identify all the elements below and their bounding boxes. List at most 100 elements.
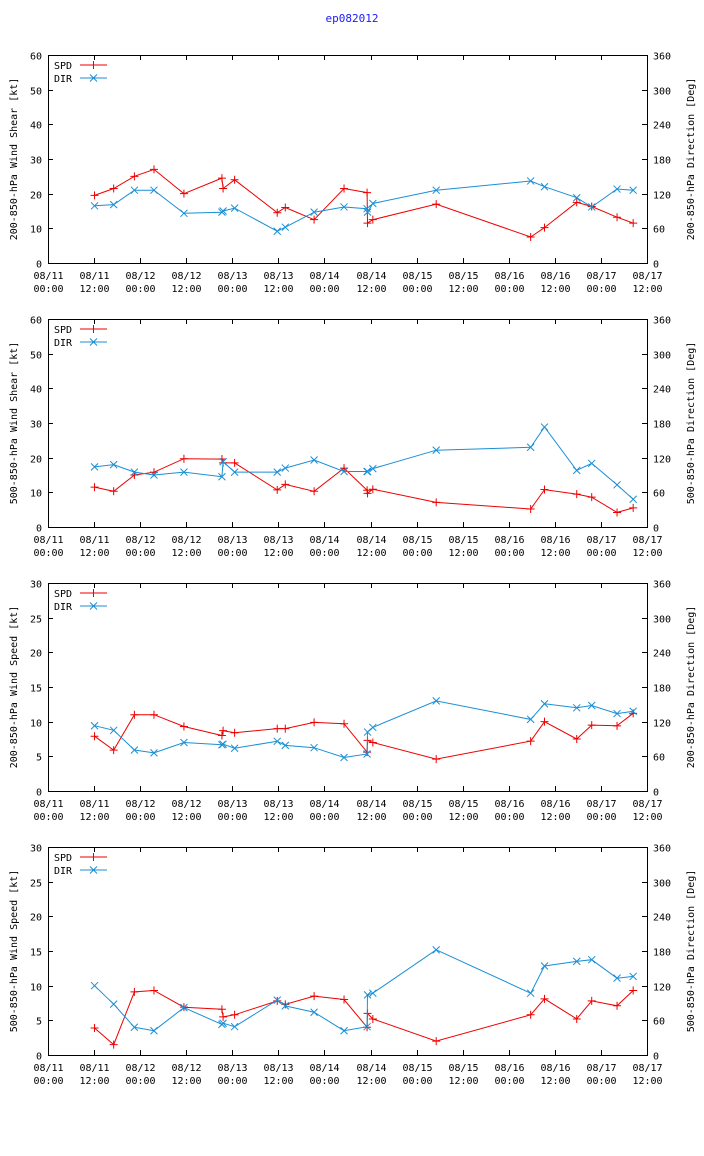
y-tick-label: 0 (36, 524, 42, 535)
legend-marker-spd (89, 61, 98, 69)
data-point-spd (613, 508, 622, 517)
data-point-dir (150, 1026, 158, 1035)
data-point-spd (217, 1005, 226, 1014)
y2-tick-label: 300 (653, 87, 671, 98)
y2-tick-label: 180 (653, 684, 671, 695)
data-point-spd (281, 203, 290, 212)
legend-label-dir: DIR (54, 74, 73, 85)
x-tick-label-date: 08/11 (33, 271, 63, 282)
data-point-spd (109, 487, 118, 496)
x-tick-label-time: 00:00 (402, 548, 432, 559)
x-tick-label-date: 08/17 (632, 799, 662, 810)
x-tick-label-date: 08/12 (125, 799, 155, 810)
y2-tick-label: 180 (653, 156, 671, 167)
data-point-dir (150, 186, 158, 195)
y2-axis-label: 200-850-hPa Direction [Deg] (686, 78, 697, 241)
y2-tick-label: 60 (653, 225, 665, 236)
x-tick-label-time: 00:00 (586, 548, 616, 559)
x-tick-label-date: 08/11 (33, 535, 63, 546)
x-tick-label-time: 12:00 (263, 1076, 293, 1087)
x-tick-label-time: 12:00 (540, 812, 570, 823)
data-point-dir (310, 456, 318, 464)
y-tick-label: 5 (36, 1017, 42, 1028)
y-tick-label: 30 (30, 580, 42, 591)
data-point-spd (526, 1010, 535, 1019)
data-point-dir (629, 186, 638, 195)
data-point-dir (540, 423, 549, 431)
y2-tick-label: 120 (653, 719, 671, 730)
y-tick-label: 10 (30, 719, 42, 730)
data-point-dir (540, 962, 549, 970)
data-point-dir (432, 446, 441, 455)
y2-tick-label: 240 (653, 385, 671, 396)
legend-marker-spd (89, 589, 98, 597)
series-line-dir (94, 949, 634, 1032)
data-point-spd (281, 724, 290, 733)
data-point-dir (130, 468, 139, 476)
data-point-spd (310, 215, 319, 224)
series-line-spd (94, 168, 634, 238)
data-point-dir (150, 471, 158, 479)
data-point-spd (179, 454, 188, 463)
legend-marker-dir (89, 866, 98, 874)
x-tick-label-date: 08/14 (356, 1063, 386, 1074)
data-point-spd (310, 992, 319, 1001)
y-tick-label: 50 (30, 351, 42, 362)
data-point-spd (230, 1010, 239, 1019)
series-line-dir (94, 700, 634, 759)
x-tick-label-date: 08/13 (217, 1063, 247, 1074)
y2-tick-label: 300 (653, 615, 671, 626)
data-point-spd (90, 1023, 99, 1032)
data-point-spd (587, 996, 596, 1005)
x-tick-label-date: 08/17 (586, 799, 616, 810)
data-point-dir (219, 740, 227, 749)
data-point-spd (130, 172, 139, 181)
x-tick-label-time: 12:00 (79, 548, 109, 559)
series-line-spd (94, 989, 634, 1046)
data-point-spd (90, 191, 99, 200)
data-point-spd (540, 994, 549, 1003)
chart-panel-2: 0 10 20 30 40 50 60 0 60 120 180 240 300 360 08/11 00:0… (9, 316, 697, 560)
x-tick-label-time: 00:00 (586, 812, 616, 823)
series-line-dir (94, 180, 634, 232)
data-point-dir (629, 972, 638, 981)
y2-axis-label: 200-850-hPa Direction [Deg] (686, 606, 697, 769)
plot-frame (48, 319, 648, 528)
data-point-dir (150, 749, 158, 757)
legend-marker-spd (89, 325, 98, 333)
x-tick-label-date: 08/17 (632, 535, 662, 546)
page-title: ep082012 (325, 12, 379, 25)
data-point-dir (109, 1000, 118, 1009)
data-point-dir (90, 463, 99, 471)
series-line-spd (94, 712, 634, 760)
y2-tick-label: 120 (653, 455, 671, 466)
data-point-dir (281, 741, 290, 750)
data-point-dir (273, 468, 282, 476)
x-tick-label-date: 08/16 (494, 799, 524, 810)
chart-panel-3: 05101520253006012018024030036008/1100:00… (9, 580, 697, 824)
data-point-dir (109, 460, 118, 469)
y-tick-label: 50 (30, 87, 42, 98)
x-tick-label-time: 00:00 (309, 812, 339, 823)
data-point-dir (130, 1023, 139, 1032)
x-tick-label-time: 00:00 (402, 284, 432, 295)
data-point-spd (273, 724, 282, 733)
data-point-spd (540, 485, 549, 494)
data-point-dir (219, 1019, 227, 1028)
data-point-dir (368, 464, 377, 473)
data-point-dir (368, 199, 377, 208)
y-tick-label: 10 (30, 225, 42, 236)
x-tick-label-date: 08/14 (309, 271, 339, 282)
data-point-dir (281, 1002, 290, 1010)
x-tick-label-date: 08/15 (448, 799, 478, 810)
legend-label-spd: SPD (54, 325, 72, 336)
data-point-spd (368, 485, 377, 494)
x-tick-label-date: 08/13 (263, 535, 293, 546)
x-tick-label-time: 00:00 (33, 548, 63, 559)
data-point-spd (368, 738, 377, 747)
data-point-spd (540, 223, 549, 232)
data-point-dir (629, 495, 638, 504)
data-point-dir (130, 746, 139, 754)
x-tick-label-time: 00:00 (402, 812, 432, 823)
